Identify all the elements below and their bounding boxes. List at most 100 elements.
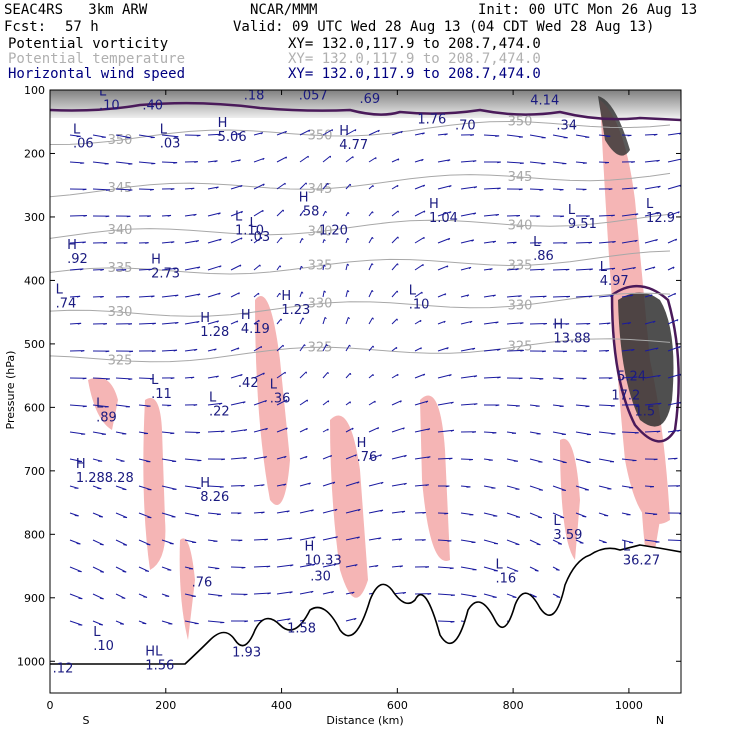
wind-vector xyxy=(207,320,219,325)
wind-vector xyxy=(322,508,338,514)
wind-vector xyxy=(253,209,264,217)
wind-vector xyxy=(667,211,680,217)
wind-vector-head xyxy=(218,212,221,215)
wind-vector-head xyxy=(425,566,429,568)
wind-vector xyxy=(598,458,615,463)
wind-vector-head xyxy=(518,377,523,380)
wind-vector xyxy=(414,428,431,433)
wind-vector xyxy=(276,455,287,460)
extremum-type: L xyxy=(160,123,168,138)
wind-vector xyxy=(368,400,376,406)
wind-vector xyxy=(322,182,329,190)
wind-vector-head xyxy=(261,511,265,514)
wind-vector-head xyxy=(401,510,406,513)
wind-vector xyxy=(253,456,267,460)
wind-vector xyxy=(414,373,425,379)
wind-vector xyxy=(276,371,286,379)
wind-vector-head xyxy=(518,295,522,298)
wind-vector-head xyxy=(492,240,496,243)
wind-vector xyxy=(575,268,593,271)
wind-vector-head xyxy=(77,322,82,325)
extremum-type: H xyxy=(281,289,291,304)
theta-label: 335 xyxy=(508,258,533,273)
wind-vector-head xyxy=(423,210,426,213)
wind-vector-head xyxy=(170,188,175,191)
wind-vector xyxy=(276,130,287,136)
wind-vector xyxy=(253,236,262,244)
wind-vector-head xyxy=(653,133,658,136)
wind-vector-head xyxy=(674,293,677,296)
wind-vector-head xyxy=(612,241,616,243)
wind-vector xyxy=(299,266,302,271)
theta-isentrope xyxy=(50,250,671,275)
extremum-value: 4.14 xyxy=(530,93,559,108)
wind-vector xyxy=(345,564,358,568)
extremum-type: L xyxy=(409,284,417,299)
wind-vectors xyxy=(69,129,681,626)
wind-vector xyxy=(460,239,474,244)
wind-vector xyxy=(391,427,405,433)
wind-vector-head xyxy=(680,567,681,569)
wind-vector-head xyxy=(497,161,501,164)
wind-vector xyxy=(299,371,307,379)
wind-vector xyxy=(575,485,589,491)
wind-vector-head xyxy=(372,345,375,348)
wind-vector xyxy=(253,264,261,271)
extremum-value: .03 xyxy=(250,230,271,245)
center-title: NCAR/MMM xyxy=(250,2,318,18)
wind-vector xyxy=(299,455,308,460)
wind-vector xyxy=(230,320,239,325)
x-tick-label: 0 xyxy=(47,699,54,712)
wind-vector-head xyxy=(279,292,281,295)
wind-vector xyxy=(598,241,616,244)
wind-vector xyxy=(253,319,260,325)
extremum-value: 1.28 xyxy=(76,471,105,486)
wind-vector xyxy=(483,376,501,379)
theta-isentrope xyxy=(50,213,671,239)
wind-vector xyxy=(575,241,593,244)
wind-vector-head xyxy=(658,402,662,405)
wind-vector xyxy=(437,185,452,190)
pv-shade-west xyxy=(143,398,166,570)
extremum-value: .89 xyxy=(96,411,117,426)
extremum-type: H xyxy=(305,540,315,555)
extremum-type: L xyxy=(299,74,307,89)
wind-vector-head xyxy=(656,430,661,433)
wind-vector xyxy=(138,161,156,164)
wind-vector-head xyxy=(630,294,634,297)
wind-vector-head xyxy=(423,237,425,240)
x-axis-label: Distance (km) xyxy=(326,714,403,727)
pv-shade-east-a xyxy=(420,395,450,561)
wind-vector xyxy=(368,509,384,514)
extremum-value: 3.59 xyxy=(553,528,582,543)
wind-vector xyxy=(598,295,614,298)
wind-vector-head xyxy=(238,292,240,295)
wind-vector xyxy=(391,482,407,487)
wind-vector xyxy=(322,344,327,352)
wind-vector-head xyxy=(542,295,547,298)
wind-vector-head xyxy=(371,290,374,293)
wind-vector xyxy=(368,454,382,460)
wind-vector xyxy=(460,566,477,571)
wind-vector xyxy=(414,400,429,406)
extremum-value: 5.06 xyxy=(218,130,247,145)
extremum-type: L xyxy=(270,378,278,393)
wind-vector xyxy=(230,457,247,460)
wind-vector xyxy=(345,427,354,433)
wind-vector xyxy=(621,187,638,190)
wind-vector-head xyxy=(308,482,311,485)
wind-vector xyxy=(414,158,424,163)
wind-vector xyxy=(322,591,334,595)
wind-vector xyxy=(276,318,282,325)
wind-vector-head xyxy=(354,454,357,457)
wind-vector xyxy=(253,345,262,352)
wind-vector xyxy=(322,371,329,379)
wind-vector-head xyxy=(588,295,593,298)
wind-vector xyxy=(483,187,501,190)
extremum-type: H xyxy=(151,253,161,268)
extremum-value: .40 xyxy=(142,98,163,113)
wind-vector-head xyxy=(260,132,264,135)
wind-vector-head xyxy=(472,431,477,433)
wind-vector-head xyxy=(83,215,88,217)
x-tick-label: 800 xyxy=(503,699,524,712)
